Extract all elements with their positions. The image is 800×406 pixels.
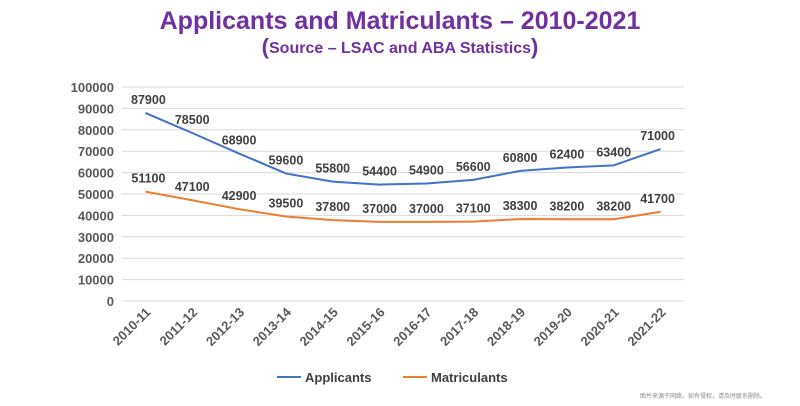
data-label-matriculants: 38200 <box>550 199 585 213</box>
y-tick-label: 40000 <box>78 208 114 223</box>
data-labels: 87900 78500 68900 59600 55800 54400 54900 56600… <box>131 93 675 216</box>
chart-title: Applicants and Matriculants – 2010-2021 <box>160 7 641 35</box>
y-tick-label: 90000 <box>78 101 114 116</box>
data-label-matriculants: 51100 <box>131 172 165 186</box>
series-line-matriculants <box>145 190 661 223</box>
data-label-applicants: 62400 <box>550 147 585 161</box>
y-tick-label: 70000 <box>78 144 114 159</box>
legend-label-applicants: Applicants <box>305 370 371 385</box>
y-tick-label: 30000 <box>78 230 114 245</box>
data-label-matriculants: 38200 <box>596 199 631 213</box>
series-lines <box>145 111 661 223</box>
data-label-matriculants: 39500 <box>269 196 304 210</box>
data-label-applicants: 78500 <box>175 113 210 127</box>
legend: Applicants Matriculants <box>277 370 508 385</box>
y-axis: 0 10000 20000 30000 40000 50000 60000 70000 8000… <box>71 80 114 309</box>
chart-subtitle: (Source – LSAC and ABA Statistics) <box>262 34 539 59</box>
series-line-applicants <box>145 111 661 186</box>
gridlines <box>122 86 684 302</box>
subtitle-text: Source – LSAC and ABA Statistics <box>269 40 531 57</box>
data-label-matriculants: 38300 <box>503 199 538 213</box>
x-tick-label: 2016-17 <box>390 305 434 349</box>
data-label-applicants: 60800 <box>503 151 538 165</box>
data-label-applicants: 59600 <box>269 153 304 167</box>
x-tick-label: 2021-22 <box>624 305 668 349</box>
data-label-applicants: 87900 <box>131 93 166 107</box>
data-label-matriculants: 37000 <box>362 202 397 216</box>
y-tick-label: 80000 <box>78 123 114 138</box>
data-label-applicants: 63400 <box>596 145 631 159</box>
y-tick-label: 100000 <box>71 80 114 95</box>
data-label-matriculants: 37800 <box>315 200 350 214</box>
x-tick-label: 2018-19 <box>484 305 528 349</box>
subtitle-paren-close: ) <box>531 34 538 59</box>
data-label-applicants: 55800 <box>315 162 350 176</box>
x-axis: 2010-11 2011-12 2012-13 2013-14 2014-15 2015-… <box>110 304 669 349</box>
data-label-applicants: 54900 <box>409 164 444 178</box>
data-label-applicants: 56600 <box>456 160 491 174</box>
data-label-matriculants: 41700 <box>640 192 675 206</box>
x-tick-label: 2012-13 <box>203 305 247 349</box>
x-tick-label: 2019-20 <box>531 305 575 349</box>
data-label-applicants: 71000 <box>640 129 675 143</box>
data-label-matriculants: 37000 <box>409 202 444 216</box>
y-tick-label: 60000 <box>78 166 114 181</box>
x-tick-label: 2014-15 <box>297 305 341 349</box>
y-tick-label: 50000 <box>78 187 114 202</box>
y-tick-label: 10000 <box>78 273 114 288</box>
y-tick-label: 0 <box>107 294 114 309</box>
data-label-matriculants: 42900 <box>222 189 257 203</box>
x-tick-label: 2013-14 <box>250 304 295 349</box>
y-tick-label: 20000 <box>78 251 114 266</box>
watermark-text: 图片来源于网络，如有侵权，请及时联系删除。 <box>640 392 766 400</box>
legend-label-matriculants: Matriculants <box>431 370 508 385</box>
data-label-matriculants: 37100 <box>456 202 491 216</box>
subtitle-paren-open: ( <box>262 34 270 59</box>
data-label-matriculants: 47100 <box>175 180 210 194</box>
x-tick-label: 2020-21 <box>578 305 622 349</box>
x-tick-label: 2017-18 <box>437 305 481 349</box>
x-tick-label: 2011-12 <box>157 305 201 349</box>
x-tick-label: 2010-11 <box>110 305 154 349</box>
data-label-applicants: 68900 <box>222 134 257 148</box>
data-label-applicants: 54400 <box>362 165 397 179</box>
x-tick-label: 2015-16 <box>343 305 387 349</box>
